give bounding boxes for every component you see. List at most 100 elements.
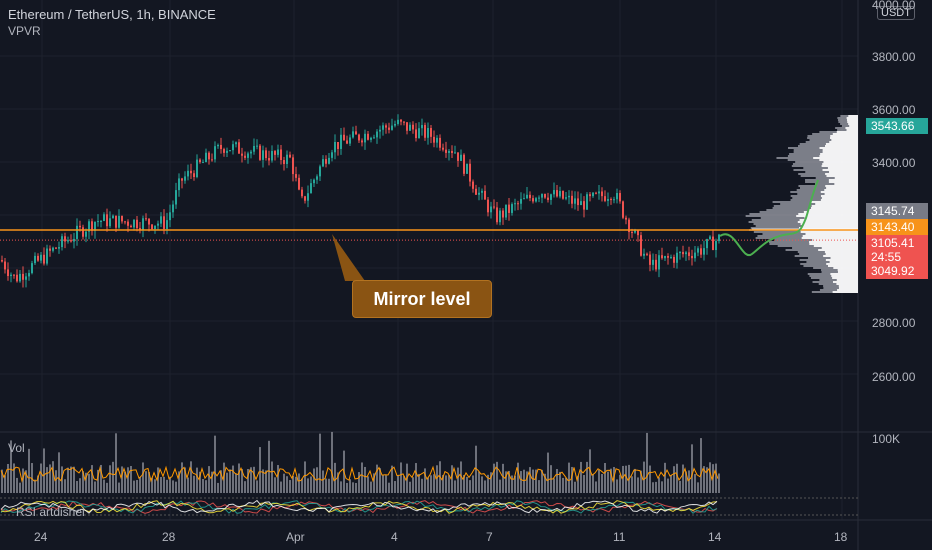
candle-body (607, 199, 609, 201)
candle-body (445, 149, 447, 153)
volume-bar (214, 435, 216, 493)
candle-body (340, 134, 342, 149)
volume-bar (259, 447, 261, 493)
volume-bar (532, 469, 534, 493)
volume-bar (202, 478, 204, 493)
volume-bar (292, 475, 294, 493)
candle-body (184, 176, 186, 181)
volume-bar (667, 478, 669, 493)
candle-body (415, 129, 417, 139)
volume-bar (325, 478, 327, 493)
volume-bar (634, 468, 636, 493)
candle-body (481, 190, 483, 193)
volume-bar (400, 462, 402, 493)
candle-body (448, 150, 450, 153)
volume-bar (364, 466, 366, 493)
volume-bar (508, 470, 510, 493)
candle-body (37, 255, 39, 261)
volume-bar (463, 474, 465, 493)
candle-body (22, 273, 24, 280)
volume-bar (1, 469, 3, 493)
candle-body (181, 178, 183, 181)
indicator-vpvr-label[interactable]: VPVR (8, 24, 41, 38)
candle-body (148, 218, 150, 225)
volume-bar (529, 467, 531, 493)
candle-body (268, 158, 270, 161)
profile-bar (845, 127, 858, 129)
candle-body (544, 194, 546, 198)
x-tick: 18 (834, 530, 848, 544)
volume-bar (7, 463, 9, 493)
candle-body (571, 195, 573, 204)
volume-bar (397, 475, 399, 493)
volume-bar (295, 476, 297, 493)
mirror-level-callout[interactable]: Mirror level (352, 280, 492, 318)
volume-bar (694, 474, 696, 493)
volume-bar (310, 476, 312, 493)
candle-body (646, 253, 648, 255)
candle-body (493, 206, 495, 208)
profile-bar (834, 177, 858, 179)
candle-body (355, 131, 357, 135)
volume-bar (451, 465, 453, 493)
volume-bar (472, 475, 474, 493)
candle-body (361, 140, 363, 143)
candle-body (652, 259, 654, 265)
candle-body (568, 195, 570, 198)
candle-body (703, 248, 705, 255)
candle-body (550, 194, 552, 200)
candle-body (427, 128, 429, 138)
volume-bar (10, 440, 12, 493)
volume-bar (658, 477, 660, 493)
volume-bar (577, 475, 579, 493)
profile-bar (825, 253, 858, 255)
profile-bar (838, 287, 858, 289)
rsi-label[interactable]: RSI artdishel (16, 505, 85, 519)
profile-bar (849, 125, 858, 127)
profile-bar (829, 141, 858, 143)
candle-body (127, 221, 129, 226)
volume-bar (22, 468, 24, 493)
symbol-title[interactable]: Ethereum / TetherUS, 1h, BINANCE (8, 7, 216, 22)
candle-body (556, 190, 558, 197)
volume-bar (502, 463, 504, 493)
volume-label[interactable]: Vol (8, 441, 25, 455)
profile-bar (828, 181, 858, 183)
volume-bar (244, 481, 246, 493)
volume-bar (58, 452, 60, 493)
volume-bar (481, 476, 483, 493)
volume-bar (466, 476, 468, 493)
volume-bar (268, 440, 270, 493)
volume-bar (307, 478, 309, 493)
profile-bar (824, 251, 858, 253)
candle-body (85, 231, 87, 237)
volume-bar (286, 476, 288, 493)
candle-body (58, 247, 60, 249)
candle-body (226, 150, 228, 153)
candle-body (586, 194, 588, 210)
profile-bar (797, 221, 858, 223)
volume-bar (526, 471, 528, 493)
currency-button[interactable]: USDT (877, 6, 915, 20)
volume-bar (253, 466, 255, 493)
volume-bar (520, 471, 522, 493)
candle-body (619, 193, 621, 202)
candle-body (574, 198, 576, 204)
volume-bar (475, 445, 477, 493)
candle-body (307, 193, 309, 201)
candle-body (373, 137, 375, 139)
candle-body (400, 119, 402, 122)
volume-bar (541, 469, 543, 493)
candle-body (190, 170, 192, 174)
volume-bar (385, 475, 387, 493)
volume-bar (358, 472, 360, 493)
volume-bar (331, 431, 333, 493)
volume-bar (490, 472, 492, 493)
volume-bar (277, 465, 279, 493)
candle-body (475, 188, 477, 195)
candle-body (73, 238, 75, 242)
candle-body (124, 221, 126, 223)
countdown-tag: 24:55 (866, 249, 928, 265)
volume-bar (373, 473, 375, 493)
